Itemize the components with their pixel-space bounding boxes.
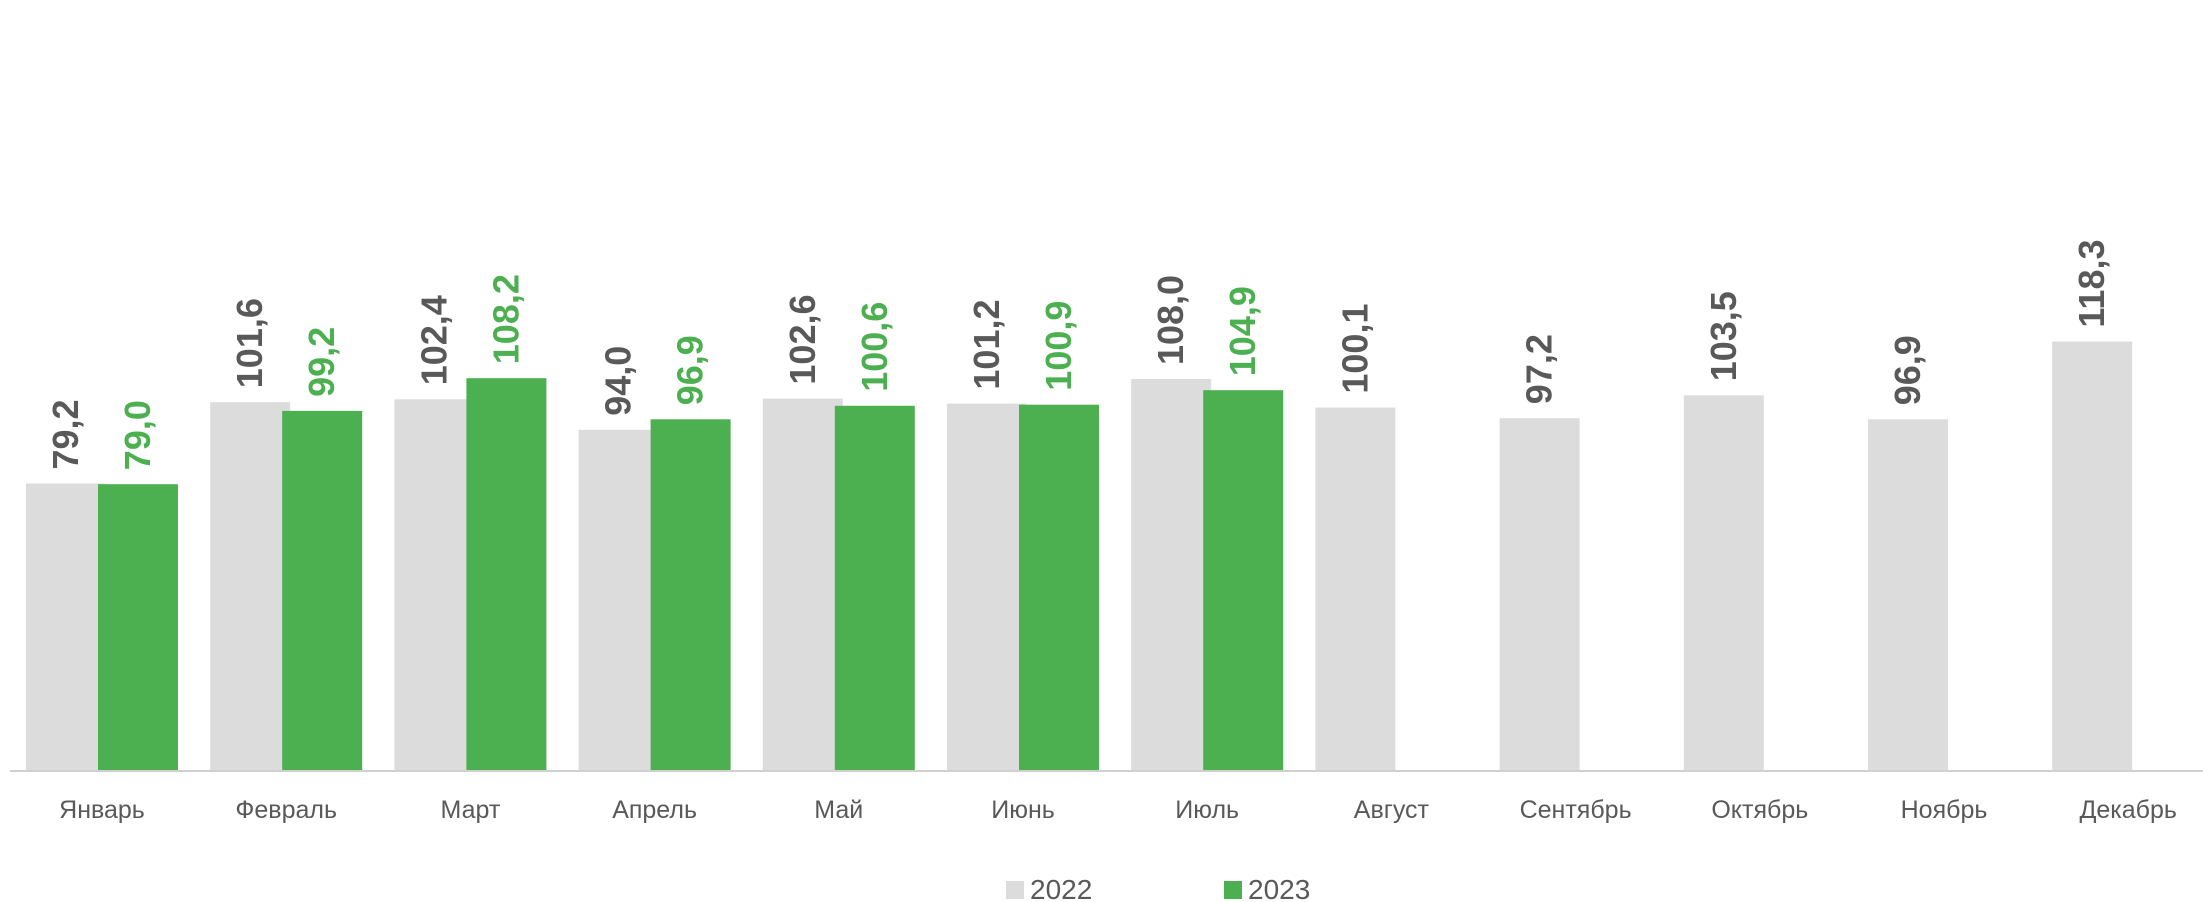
- value-label-2023-1: 79,0: [117, 400, 158, 470]
- category-label: Август: [1354, 796, 1430, 824]
- value-label-2023-3: 108,2: [485, 274, 526, 364]
- bar-2023-2: [282, 410, 363, 771]
- category-label: Май: [814, 796, 863, 824]
- bar-2023-6: [1019, 404, 1099, 771]
- value-label-2022-7: 108,0: [1150, 275, 1191, 365]
- category-label: Сентябрь: [1520, 796, 1632, 824]
- legend-swatch-2023: [1224, 881, 1242, 899]
- legend-swatch-2022: [1006, 881, 1024, 899]
- bar-2022-5: [762, 398, 843, 771]
- value-label-2022-11: 96,9: [1887, 335, 1928, 405]
- value-label-2022-12: 118,3: [2071, 239, 2112, 327]
- bar-2022-4: [578, 429, 659, 771]
- bar-2023-5: [834, 405, 915, 771]
- bar-2022-7: [1131, 379, 1212, 771]
- value-label-2022-10: 103,5: [1703, 291, 1744, 381]
- value-label-2022-5: 102,6: [782, 295, 823, 385]
- value-label-2023-6: 100,9: [1038, 301, 1079, 391]
- value-label-2022-2: 101,6: [229, 298, 270, 388]
- bar-2022-11: [1868, 419, 1948, 771]
- value-label-2022-3: 102,4: [413, 295, 454, 385]
- category-label: Ноябрь: [1901, 796, 1988, 824]
- bar-2022-9: [1499, 418, 1580, 771]
- bar-2022-2: [210, 402, 291, 771]
- category-label: Июнь: [991, 796, 1055, 824]
- value-label-2022-6: 101,2: [966, 300, 1007, 390]
- category-label: Март: [440, 796, 500, 824]
- category-label: Январь: [59, 796, 145, 824]
- value-label-2023-2: 99,2: [301, 327, 342, 397]
- category-label: Июль: [1175, 796, 1239, 824]
- bar-2022-6: [947, 403, 1027, 771]
- category-label: Апрель: [612, 796, 697, 824]
- value-label-2022-1: 79,2: [45, 399, 86, 469]
- bars-layer: [26, 341, 2133, 771]
- bar-2023-7: [1203, 390, 1284, 771]
- bar-2023-4: [650, 419, 731, 771]
- bar-2022-12: [2052, 341, 2133, 771]
- bar-2022-3: [394, 399, 475, 771]
- bar-2023-1: [98, 484, 178, 771]
- value-label-2022-9: 97,2: [1519, 334, 1560, 404]
- value-label-2023-4: 96,9: [670, 335, 711, 405]
- bar-2022-8: [1315, 407, 1396, 771]
- bar-2022-1: [26, 483, 106, 771]
- legend-label-2022: 2022: [1030, 874, 1092, 902]
- category-label: Февраль: [235, 796, 337, 824]
- legend-label-2023: 2023: [1248, 874, 1310, 902]
- legend: 2022 2023: [1006, 874, 1310, 902]
- bar-2022-10: [1683, 395, 1764, 771]
- value-label-2022-8: 100,1: [1334, 304, 1375, 394]
- value-labels-layer: 79,2 79,0 101,6 99,2 102,4 108,2 94,0 96,9 102,6…: [45, 239, 2112, 470]
- value-label-2022-4: 94,0: [598, 346, 639, 416]
- category-labels-layer: Январь Февраль Март Апрель Май Июнь Июль Август…: [59, 796, 2177, 824]
- bar-2023-3: [466, 378, 547, 771]
- category-label: Октябрь: [1711, 796, 1808, 824]
- value-label-2023-5: 100,6: [854, 302, 895, 392]
- value-label-2023-7: 104,9: [1222, 286, 1263, 376]
- category-label: Декабрь: [2079, 796, 2176, 824]
